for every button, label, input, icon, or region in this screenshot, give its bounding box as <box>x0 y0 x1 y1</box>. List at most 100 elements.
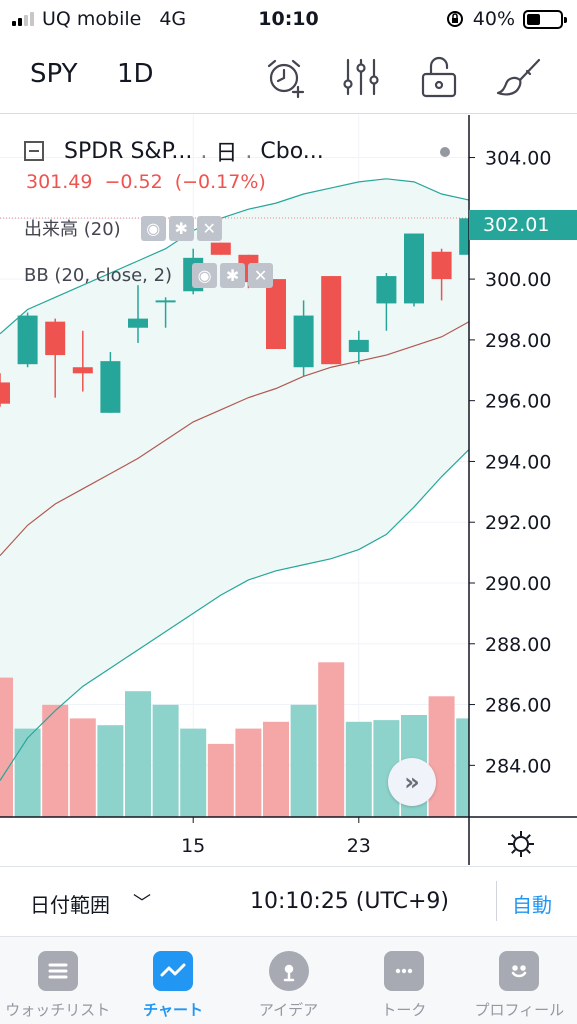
legend-last-price: 301.49 <box>26 171 93 193</box>
price-axis-label: 286.00 <box>485 695 551 717</box>
volume-bar <box>14 728 41 817</box>
price-axis-label: 288.00 <box>485 634 551 656</box>
symbol-button[interactable]: SPY <box>30 59 78 89</box>
chevron-down-icon[interactable]: ﹀ <box>133 893 151 914</box>
price-axis-label: 294.00 <box>485 451 551 473</box>
candle-body <box>266 279 286 349</box>
collapse-legend-icon[interactable] <box>24 141 44 161</box>
ideas-icon <box>268 951 309 991</box>
price-axis-label: 284.00 <box>485 755 551 777</box>
volume-bar <box>152 704 179 817</box>
time-axis-label: 15 <box>181 835 205 857</box>
alarm-add-icon[interactable] <box>262 54 308 100</box>
orientation-lock-icon <box>446 11 463 27</box>
legend-change: −0.52 <box>104 171 163 193</box>
signal-icon <box>12 12 34 26</box>
legend-symbol-name: SPDR S&P... <box>64 138 193 164</box>
volume-bar <box>263 721 289 817</box>
nav-label: プロフィール <box>474 1001 565 1019</box>
chat-icon <box>383 951 424 991</box>
legend-interval: 日 <box>215 141 238 166</box>
gear-icon[interactable]: ✱ <box>220 263 246 288</box>
bb-indicator-legend[interactable]: BB (20, close, 2) ◉ ✱ ✕ <box>24 263 274 288</box>
legend-change-percent: (−0.17%) <box>174 171 266 193</box>
market-status-dot <box>440 147 450 157</box>
candle-body <box>45 321 66 356</box>
price-chart[interactable]: 304.00302.00300.00298.00296.00294.00292.… <box>0 115 577 865</box>
close-icon[interactable]: ✕ <box>248 263 274 288</box>
last-price-badge: 302.01 <box>469 210 577 240</box>
candle-body <box>72 367 93 374</box>
volume-bar <box>428 696 455 817</box>
volume-bar <box>180 728 207 817</box>
volume-indicator-label: 出来高 (20) <box>24 219 121 240</box>
date-range-button[interactable]: 日付範囲 <box>30 893 110 917</box>
legend-separator: . <box>245 138 253 164</box>
candle-body <box>17 315 38 365</box>
bb-upper-line <box>0 178 470 335</box>
settings-gear-icon[interactable] <box>505 828 537 860</box>
volume-bar <box>318 662 345 817</box>
indicators-icon[interactable] <box>338 54 384 100</box>
price-axis-label: 304.00 <box>485 148 551 170</box>
lock-icon[interactable] <box>416 54 462 100</box>
volume-indicator-legend[interactable]: 出来高 (20) ◉ ✱ ✕ <box>24 215 222 241</box>
nav-label: ウォッチリスト <box>5 1001 111 1019</box>
candle-body <box>348 339 369 353</box>
chart-icon <box>153 951 194 991</box>
price-axis-label: 290.00 <box>485 573 551 595</box>
status-left: UQ mobile 4G <box>12 8 186 30</box>
nav-item-ideas[interactable]: アイデア <box>231 937 346 1024</box>
nav-label: チャート <box>143 1001 204 1019</box>
volume-bar <box>0 677 13 817</box>
candle-body <box>404 233 424 304</box>
eye-icon[interactable]: ◉ <box>192 263 218 288</box>
double-chevron-right-icon: » <box>404 768 420 796</box>
volume-bar <box>345 721 372 817</box>
price-axis-label: 296.00 <box>485 391 551 413</box>
interval-button[interactable]: 1D <box>117 59 154 89</box>
candle-body <box>100 361 121 413</box>
price-axis-label: 300.00 <box>485 269 551 291</box>
candle-body <box>376 276 397 304</box>
chart-area[interactable]: 304.00302.00300.00298.00296.00294.00292.… <box>0 115 577 865</box>
status-bar: UQ mobile 4G 10:10 40% <box>0 0 577 38</box>
candle-body <box>431 251 452 280</box>
nav-item-watchlist[interactable]: ウォッチリスト <box>0 937 115 1024</box>
date-range-bar: 日付範囲 ﹀ 10:10:25 (UTC+9) 自動 <box>0 866 577 936</box>
volume-bar <box>290 704 317 817</box>
nav-label: トーク <box>381 1001 427 1019</box>
chart-toolbar: SPY 1D <box>0 40 577 114</box>
auto-scale-button[interactable]: 自動 <box>512 893 552 917</box>
legend-title-row: SPDR S&P... . 日 . Cbo... <box>24 135 324 167</box>
bb-indicator-label: BB (20, close, 2) <box>24 265 173 286</box>
scroll-to-realtime-button[interactable]: » <box>388 758 436 806</box>
status-time: 10:10 <box>258 8 319 30</box>
bb-band-fill <box>0 178 470 781</box>
legend-price-row: 301.49 −0.52 (−0.17%) <box>26 171 278 193</box>
candle-body <box>293 315 314 368</box>
candle-body <box>155 300 176 303</box>
nav-item-chart[interactable]: チャート <box>115 937 230 1024</box>
profile-icon <box>499 951 540 991</box>
eye-icon[interactable]: ◉ <box>140 215 166 241</box>
nav-item-profile[interactable]: プロフィール <box>462 937 577 1024</box>
time-axis-label: 23 <box>347 835 371 857</box>
close-icon[interactable]: ✕ <box>196 215 222 241</box>
battery-percent: 40% <box>472 8 515 30</box>
gear-icon[interactable]: ✱ <box>168 215 194 241</box>
clock-timezone[interactable]: 10:10:25 (UTC+9) <box>250 889 450 914</box>
nav-item-talk[interactable]: トーク <box>346 937 461 1024</box>
divider <box>496 881 497 921</box>
candle-body <box>128 318 148 328</box>
drawing-brush-icon[interactable] <box>496 54 542 100</box>
bottom-nav: ウォッチリスト チャート アイデア トーク プロフィール <box>0 936 577 1024</box>
status-right: 40% <box>445 8 567 30</box>
network-type: 4G <box>159 8 187 30</box>
watchlist-icon <box>37 951 78 991</box>
bb-lower-line <box>0 448 470 781</box>
price-axis-label: 292.00 <box>485 512 551 534</box>
volume-bar <box>42 704 69 817</box>
price-axis-label: 298.00 <box>485 330 551 352</box>
battery-icon <box>523 9 567 29</box>
